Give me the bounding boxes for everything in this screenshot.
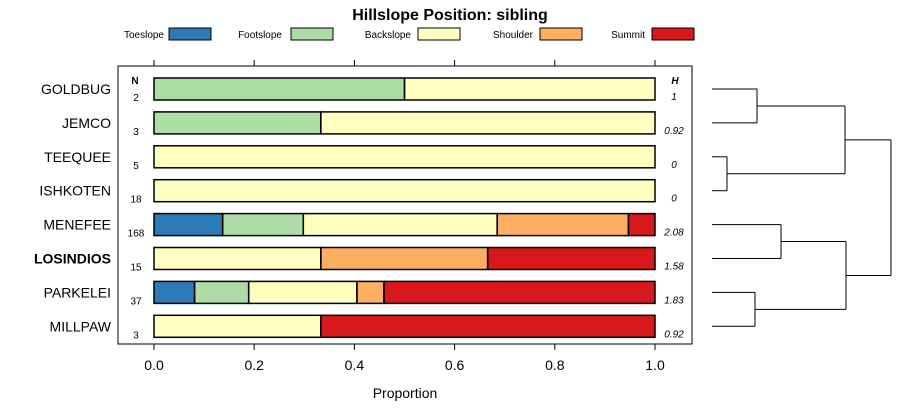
row-millpaw: MILLPAW 3 0.92 (50, 314, 684, 341)
bar-segment-toeslope (154, 281, 195, 304)
x-axis: 0.0 0.2 0.4 0.6 0.8 1.0 (144, 344, 665, 373)
legend-label-toeslope: Toeslope (124, 30, 164, 41)
legend-swatch-summit (651, 27, 695, 41)
row-parkelei: PARKELEI 37 1.83 (44, 280, 684, 307)
x-tick-label-2: 0.4 (345, 357, 365, 373)
row-h: 0 (671, 160, 677, 171)
row-n: 168 (128, 229, 145, 240)
row-teequee: TEEQUEE 5 0 (44, 145, 677, 172)
bar-segment-backslope (154, 179, 655, 202)
legend-swatch-footslope (290, 27, 334, 41)
row-goldbug: GOLDBUG 2 1 (41, 77, 677, 104)
bar-segment-footslope (222, 213, 304, 236)
bar-segment-backslope (248, 281, 357, 304)
bar-segment-backslope (320, 111, 655, 134)
legend-swatch-shoulder (539, 27, 583, 41)
row-menefee: MENEFEE 168 2.08 (43, 212, 684, 240)
stacked-bar-rows: GOLDBUG 2 1 JEMCO 3 0.92 TEEQUEE 5 0 ISHKOTEN 18 0 M… (34, 77, 684, 341)
n-column-header: N (131, 76, 138, 87)
row-h: 2.08 (663, 228, 684, 239)
bar-segment-border (486, 246, 656, 271)
bar-segment-summit (383, 281, 655, 304)
row-h: 1.83 (664, 295, 684, 306)
row-n: 18 (130, 195, 142, 206)
row-h: 0 (671, 194, 677, 205)
bar-segment-summit (628, 213, 655, 236)
row-n: 3 (133, 330, 139, 341)
bar-segment-summit (320, 315, 655, 338)
row-label: ISHKOTEN (39, 183, 111, 199)
bar-segment-footslope (194, 281, 249, 304)
bar-segment-border (320, 111, 656, 135)
legend-label-backslope: Backslope (365, 30, 412, 41)
bar-segment-shoulder (497, 213, 629, 236)
bar-segment-border (320, 314, 656, 339)
row-ishkoten: ISHKOTEN 18 0 (39, 178, 677, 206)
x-tick-label-0: 0.0 (144, 357, 164, 373)
bar-segment-border (153, 145, 656, 169)
row-n: 5 (133, 161, 139, 172)
legend-swatch-backslope (417, 27, 461, 41)
bar-segment-backslope (154, 315, 321, 338)
row-jemco: JEMCO 3 0.92 (62, 111, 684, 138)
legend-label-shoulder: Shoulder (493, 30, 534, 41)
row-label: GOLDBUG (41, 81, 111, 97)
legend: Toeslope Footslope Backslope Shoulder Summit (124, 27, 695, 41)
bar-segment-border (383, 280, 656, 305)
row-h: 1.58 (664, 262, 684, 273)
bar-segment-border (627, 212, 656, 237)
row-label: JEMCO (62, 115, 111, 131)
legend-label-summit: Summit (611, 30, 645, 41)
x-tick-label-3: 0.6 (445, 357, 465, 373)
row-losindios: LOSINDIOS 15 1.58 (34, 246, 684, 274)
row-n: 37 (130, 296, 142, 307)
bar-segment-footslope (154, 111, 321, 134)
bar-segment-backslope (154, 247, 321, 270)
bar-segment-shoulder (356, 281, 384, 304)
legend-swatch-toeslope (168, 27, 212, 41)
row-h: 1 (671, 92, 677, 103)
row-h: 0.92 (664, 329, 684, 340)
row-n: 15 (130, 263, 142, 274)
bar-segment-border (153, 178, 656, 203)
dendrogram (712, 88, 892, 327)
top-axis-ticks (153, 60, 656, 66)
row-h: 0.92 (664, 126, 684, 137)
x-axis-label: Proportion (373, 385, 438, 401)
row-label: LOSINDIOS (34, 251, 111, 267)
h-column-header: H (671, 76, 679, 87)
bar-segment-backslope (404, 78, 655, 100)
row-label: PARKELEI (44, 284, 111, 300)
row-label: MENEFEE (43, 217, 111, 233)
x-tick-label-4: 0.8 (545, 357, 565, 373)
bar-segment-shoulder (320, 247, 488, 270)
bar-segment-backslope (303, 213, 498, 236)
x-tick-label-5: 1.0 (645, 357, 665, 373)
bar-segment-border (403, 77, 656, 101)
x-tick-label-1: 0.2 (244, 357, 264, 373)
row-n: 3 (133, 127, 139, 138)
bar-segment-summit (487, 247, 655, 270)
row-label: TEEQUEE (44, 149, 111, 165)
chart-title: Hillslope Position: sibling (352, 7, 548, 24)
bar-segment-footslope (154, 78, 405, 100)
bar-segment-backslope (154, 145, 655, 168)
plot-frame (117, 65, 693, 345)
row-label: MILLPAW (50, 318, 112, 334)
row-n: 2 (133, 93, 139, 104)
legend-label-footslope: Footslope (238, 30, 282, 41)
bar-segment-toeslope (154, 213, 223, 236)
